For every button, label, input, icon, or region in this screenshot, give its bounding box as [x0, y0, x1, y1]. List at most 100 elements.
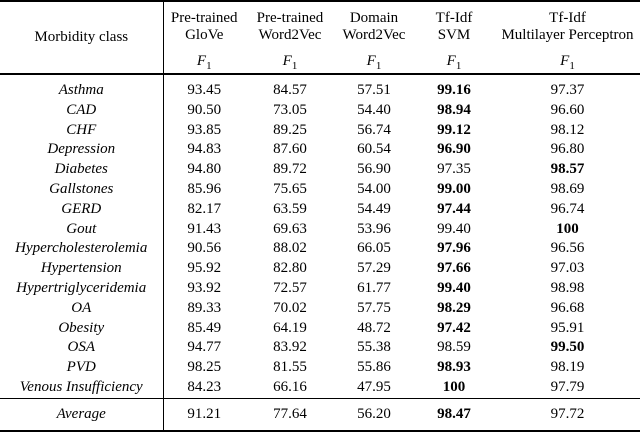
score-cell: 99.16: [437, 82, 471, 98]
average-label: Average: [0, 397, 164, 431]
table-row: OSA 94.77 83.92 55.38 98.59 99.50: [0, 338, 640, 359]
score-cell: 55.86: [357, 359, 391, 376]
score-cell: 98.19: [550, 359, 585, 376]
score-cell: 77.64: [245, 397, 335, 431]
score-cell: 95.91: [550, 319, 585, 336]
morbidity-label: Gallstones: [0, 179, 164, 200]
header-line1: Domain: [349, 10, 399, 26]
header-line2: Multilayer Perceptron: [501, 27, 634, 43]
header-col-tfidf-svm: Tf-Idf SVM F1: [413, 1, 495, 75]
header-morbidity-class: Morbidity class: [0, 1, 164, 75]
table-row: GERD 82.17 63.59 54.49 97.44 96.74: [0, 199, 640, 220]
score-cell: 81.55: [273, 359, 307, 376]
f1-metric-label: F1: [560, 53, 575, 72]
score-cell: 93.92: [187, 279, 222, 296]
score-cell: 61.77: [357, 279, 391, 296]
morbidity-label: Venous Insufficiency: [0, 377, 164, 399]
morbidity-label: Obesity: [0, 318, 164, 339]
score-cell: 96.60: [550, 101, 585, 118]
header-col-tfidf-mlp: Tf-Idf Multilayer Perceptron F1: [495, 1, 640, 75]
header-line1: Pre-trained: [170, 10, 238, 26]
score-cell: 56.90: [357, 161, 391, 178]
score-cell: 97.42: [437, 319, 471, 336]
table-row: PVD 98.25 81.55 55.86 98.93 98.19: [0, 358, 640, 378]
header-col-pretrained-glove: Pre-trained GloVe F1: [163, 1, 245, 75]
score-cell: 56.74: [357, 121, 391, 138]
table-row: Depression 94.83 87.60 60.54 96.90 96.80: [0, 140, 640, 161]
header-row: Morbidity class Pre-trained GloVe F1 Pre…: [0, 1, 640, 75]
score-cell: 93.45: [187, 82, 222, 98]
score-cell: 89.33: [187, 299, 222, 316]
score-cell: 98.94: [437, 101, 471, 118]
score-cell: 57.75: [357, 299, 391, 316]
score-cell: 64.19: [273, 319, 307, 336]
score-cell: 89.25: [273, 121, 307, 138]
score-cell: 85.96: [187, 180, 222, 197]
header-col-pretrained-word2vec: Pre-trained Word2Vec F1: [245, 1, 335, 75]
score-cell: 82.17: [187, 200, 222, 217]
score-cell: 99.40: [437, 220, 471, 237]
score-cell: 97.03: [550, 260, 585, 277]
table-row: Gallstones 85.96 75.65 54.00 99.00 98.69: [0, 179, 640, 200]
score-cell: 98.57: [550, 161, 585, 178]
score-cell: 72.57: [273, 279, 307, 296]
score-cell: 55.38: [357, 339, 391, 356]
table-row: CHF 93.85 89.25 56.74 99.12 98.12: [0, 120, 640, 141]
score-cell: 84.57: [273, 82, 307, 98]
morbidity-label: GERD: [0, 199, 164, 220]
score-cell: 97.72: [495, 397, 640, 431]
score-cell: 75.65: [273, 180, 307, 197]
score-cell: 97.44: [437, 200, 471, 217]
score-cell: 98.25: [187, 359, 222, 376]
score-cell: 57.51: [357, 82, 391, 98]
score-cell: 99.50: [550, 339, 585, 356]
morbidity-label: CHF: [0, 120, 164, 141]
score-cell: 94.83: [187, 141, 222, 158]
score-cell: 96.90: [437, 141, 471, 158]
table-row: Hypertriglyceridemia 93.92 72.57 61.77 99.40…: [0, 278, 640, 299]
f1-metric-label: F1: [196, 53, 212, 72]
score-cell: 94.80: [187, 161, 222, 178]
score-cell: 83.92: [273, 339, 307, 356]
score-cell: 98.59: [437, 339, 471, 356]
table-row: Hypercholesterolemia 90.56 88.02 66.05 97.96…: [0, 239, 640, 260]
morbidity-label: Asthma: [0, 74, 164, 101]
score-cell: 56.20: [335, 397, 413, 431]
table-row: CAD 90.50 73.05 54.40 98.94 96.60: [0, 100, 640, 121]
morbidity-label: OSA: [0, 338, 164, 359]
score-cell: 54.40: [357, 101, 391, 118]
average-row: Average 91.21 77.64 56.20 98.47 97.72: [0, 397, 640, 431]
header-line2: SVM: [437, 27, 471, 43]
score-cell: 99.12: [437, 121, 471, 138]
score-cell: 98.47: [413, 397, 495, 431]
score-cell: 98.12: [550, 121, 585, 138]
score-cell: 98.29: [437, 299, 471, 316]
morbidity-label: Gout: [0, 219, 164, 240]
table-row: Hypertension 95.92 82.80 57.29 97.66 97.03: [0, 259, 640, 279]
score-cell: 84.23: [187, 378, 222, 395]
morbidity-label: CAD: [0, 100, 164, 121]
table-row: Diabetes 94.80 89.72 56.90 97.35 98.57: [0, 160, 640, 180]
score-cell: 91.21: [163, 397, 245, 431]
score-cell: 88.02: [273, 240, 307, 257]
header-line2: Word2Vec: [258, 27, 322, 43]
morbidity-label: PVD: [0, 358, 164, 378]
score-cell: 47.95: [357, 378, 391, 395]
f1-metric-label: F1: [366, 53, 382, 72]
score-cell: 98.93: [437, 359, 471, 376]
score-cell: 90.50: [187, 101, 222, 118]
table-row: Asthma 93.45 84.57 57.51 99.16 97.37: [0, 74, 640, 101]
score-cell: 94.77: [187, 339, 222, 356]
score-cell: 99.00: [437, 180, 471, 197]
score-cell: 53.96: [357, 220, 391, 237]
score-cell: 82.80: [273, 260, 307, 277]
score-cell: 96.56: [550, 240, 585, 257]
score-cell: 91.43: [187, 220, 222, 237]
score-cell: 69.63: [273, 220, 307, 237]
score-cell: 100: [442, 378, 466, 395]
score-cell: 66.05: [357, 240, 391, 257]
morbidity-label: Diabetes: [0, 160, 164, 180]
table-row: Gout 91.43 69.63 53.96 99.40 100: [0, 219, 640, 240]
header-line1: Tf-Idf: [435, 10, 473, 26]
